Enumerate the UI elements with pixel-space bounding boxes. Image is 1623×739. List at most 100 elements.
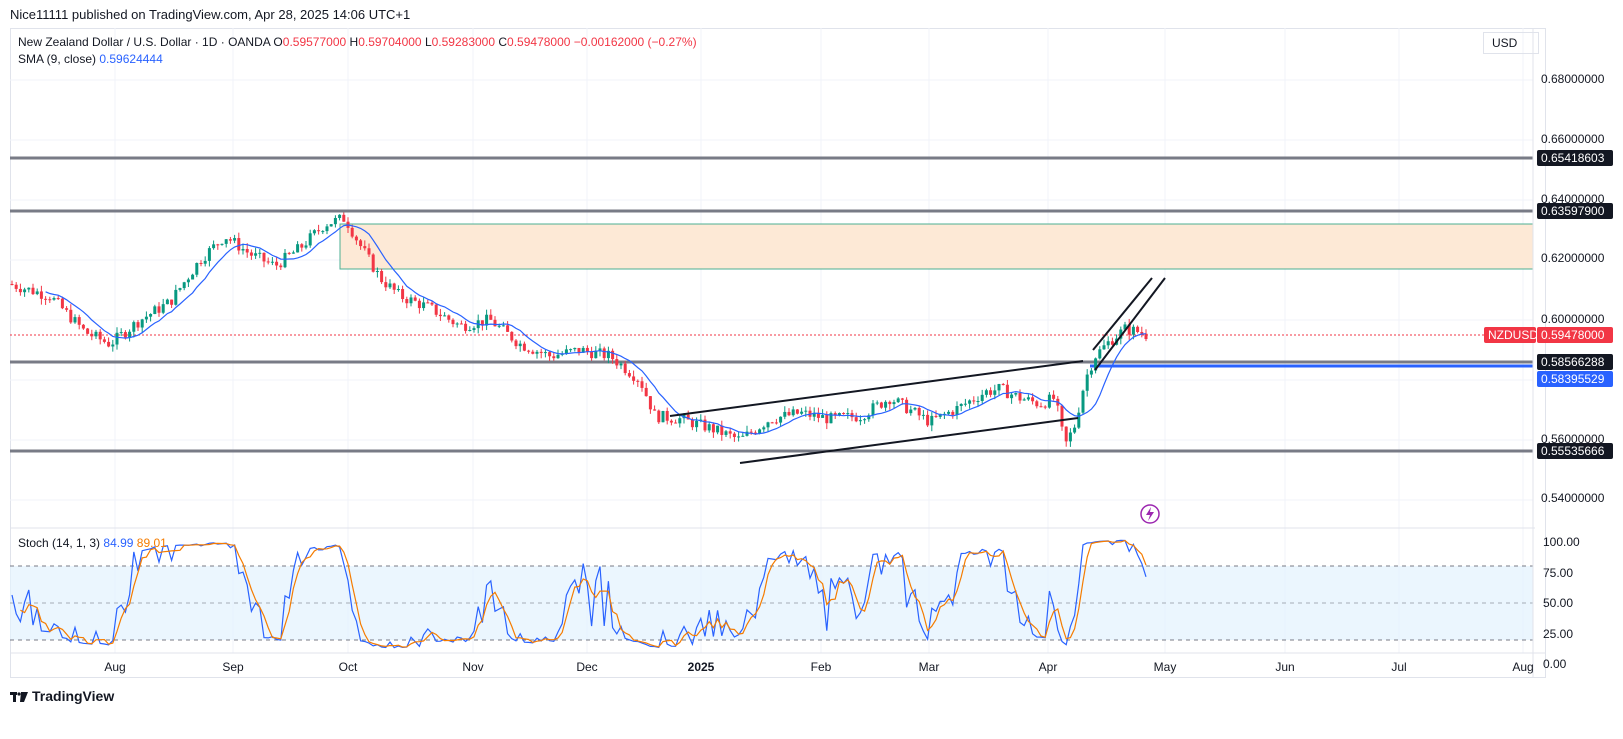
candle-body xyxy=(388,283,392,288)
candle-body xyxy=(405,299,409,304)
time-tick: Dec xyxy=(576,660,598,674)
candle-body xyxy=(199,262,203,264)
candle-body xyxy=(501,325,505,327)
time-tick: 2025 xyxy=(687,660,715,674)
candle-body xyxy=(821,415,825,418)
level-label-0584: 0.58395529 xyxy=(1537,371,1613,387)
candle-body xyxy=(140,319,144,328)
chart-frame[interactable] xyxy=(10,28,1546,678)
candle-body xyxy=(606,350,610,359)
candle-body xyxy=(1106,341,1110,346)
price-tick: 0.56000000 xyxy=(1541,432,1605,446)
symbol-badge: NZDUSD xyxy=(1484,327,1538,343)
candle-body xyxy=(464,323,468,331)
candle-body xyxy=(216,244,220,246)
candle-body xyxy=(191,274,195,280)
candle-body xyxy=(703,419,707,431)
sma-label: SMA (9, close) xyxy=(18,52,97,66)
candle-body xyxy=(539,351,543,353)
candle-body xyxy=(695,420,699,428)
sma-legend[interactable]: SMA (9, close) 0.59624444 xyxy=(18,52,163,66)
candle-body xyxy=(195,262,199,275)
time-tick: Aug xyxy=(1512,660,1534,674)
candle-body xyxy=(107,341,111,347)
candle-body xyxy=(892,402,896,405)
candle-body xyxy=(174,289,178,305)
candle-body xyxy=(359,240,363,247)
candle-body xyxy=(707,424,711,431)
stoch-tick: 0.00 xyxy=(1543,657,1567,671)
time-tick: Apr xyxy=(1038,660,1058,674)
candle-body xyxy=(401,289,405,300)
candle-body xyxy=(531,351,535,354)
candle-body xyxy=(493,319,497,327)
candle-body xyxy=(569,349,573,351)
candle-body xyxy=(884,401,888,408)
candle-body xyxy=(1140,332,1144,334)
candle-body xyxy=(14,284,18,289)
candle-body xyxy=(1005,384,1009,399)
candle-body xyxy=(35,291,39,295)
candle-body xyxy=(947,411,951,414)
candle-body xyxy=(711,424,715,433)
price-tick: 0.62000000 xyxy=(1541,251,1605,265)
candle-body xyxy=(44,298,48,300)
candle-body xyxy=(926,414,930,426)
candle-body xyxy=(527,350,531,352)
sma-value: 0.59624444 xyxy=(99,52,163,66)
candle-body xyxy=(921,414,925,416)
candle-body xyxy=(338,214,342,218)
rising-wedge-bottom-line xyxy=(1094,277,1166,371)
candle-body xyxy=(144,316,148,320)
candle-body xyxy=(690,419,694,428)
tradingview-footer[interactable]: TradingView xyxy=(10,688,114,704)
candle-body xyxy=(728,431,732,434)
candle-body xyxy=(632,376,636,381)
candle-body xyxy=(812,412,816,417)
candle-body xyxy=(69,309,73,323)
change-value: −0.00162000 (−0.27%) xyxy=(573,35,697,49)
publish-header: Nice11111 published on TradingView.com, … xyxy=(0,0,1623,28)
candle-body xyxy=(510,331,514,341)
candle-body xyxy=(325,226,329,232)
candle-body xyxy=(317,230,321,232)
candle-body xyxy=(506,325,510,332)
candle-body xyxy=(669,420,673,423)
candle-body xyxy=(451,319,455,325)
candle-body xyxy=(930,415,934,426)
candle-body xyxy=(879,402,883,408)
candle-body xyxy=(392,283,396,290)
candle-body xyxy=(304,245,308,248)
candle-body xyxy=(367,248,371,255)
candle-body xyxy=(186,279,190,283)
candle-body xyxy=(224,239,228,244)
candle-body xyxy=(98,331,102,340)
channel-top-line xyxy=(669,360,1084,417)
candle-body xyxy=(552,356,556,359)
stoch-legend[interactable]: Stoch (14, 1, 3) 84.99 89.01 xyxy=(18,536,167,550)
candle-body xyxy=(115,332,119,345)
candle-body xyxy=(888,401,892,405)
candle-body xyxy=(972,400,976,402)
candle-body xyxy=(157,306,161,313)
candle-body xyxy=(132,322,136,332)
candle-body xyxy=(308,233,312,246)
candle-body xyxy=(296,244,300,253)
symbol-name[interactable]: New Zealand Dollar / U.S. Dollar · 1D · … xyxy=(18,35,271,49)
price-tick: 0.54000000 xyxy=(1541,491,1605,505)
currency-selector[interactable]: USD xyxy=(1483,32,1539,54)
candle-body xyxy=(60,298,64,309)
candle-body xyxy=(275,261,279,266)
channel-bottom-line xyxy=(739,417,1079,464)
candle-body xyxy=(1035,401,1039,407)
candle-body xyxy=(573,347,577,350)
candle-body xyxy=(1110,341,1114,345)
candle-body xyxy=(1052,394,1056,399)
price-tick: 0.64000000 xyxy=(1541,192,1605,206)
candle-body xyxy=(917,407,921,416)
candle-body xyxy=(149,314,153,317)
candle-body xyxy=(590,351,594,359)
candle-body xyxy=(875,402,879,404)
stoch-tick: 50.00 xyxy=(1543,596,1574,610)
